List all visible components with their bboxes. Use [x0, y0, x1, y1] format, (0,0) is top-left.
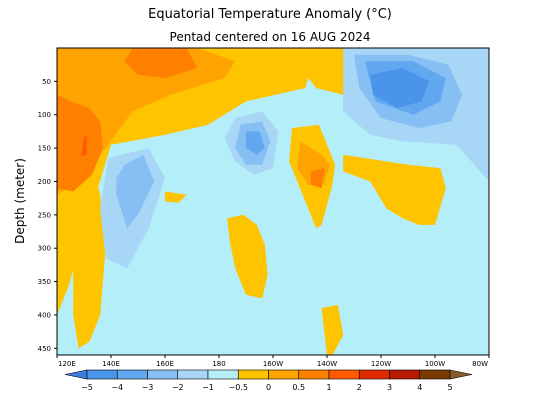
y-tick-label: 250 — [38, 211, 51, 219]
y-axis-label: Depth (meter) — [13, 158, 27, 244]
colorbar-label: −4 — [111, 383, 123, 392]
colorbar-label: 0.5 — [292, 383, 305, 392]
colorbar-segment — [419, 369, 451, 380]
y-tick-label: 350 — [38, 278, 51, 286]
y-axis: 50 100 150 200 250 300 350 400 450 — [38, 78, 57, 353]
anomaly-contours — [57, 48, 489, 355]
y-tick-label: 150 — [38, 145, 51, 153]
y-tick-label: 50 — [42, 78, 51, 86]
colorbar-label: 1 — [326, 383, 331, 392]
y-tick-label: 300 — [38, 245, 51, 253]
colorbar-segment — [64, 369, 88, 380]
anomaly-region-22 — [246, 131, 265, 155]
anomaly-region-18 — [116, 154, 155, 229]
colorbar: −5 −4 −3 −2 −1 −0.5 0 0.5 1 2 3 4 5 — [64, 369, 473, 392]
y-tick-label: 100 — [38, 111, 51, 119]
colorbar-label: 3 — [387, 383, 392, 392]
chart-title: Equatorial Temperature Anomaly (°C) — [148, 7, 392, 22]
colorbar-label: 2 — [357, 383, 362, 392]
x-axis: 120E 140E 160E 180 160W 140W 120W 100W 80W — [56, 355, 490, 368]
anomaly-region-5 — [227, 214, 268, 299]
colorbar-label: −5 — [81, 383, 93, 392]
colorbar-segment — [449, 369, 473, 380]
anomaly-region-7 — [321, 304, 344, 355]
anomaly-region-8 — [57, 48, 236, 195]
anomaly-region-14 — [81, 134, 87, 157]
colorbar-segment — [328, 369, 360, 380]
anomaly-region-11 — [57, 94, 103, 192]
x-tick-label: 100W — [425, 360, 445, 368]
y-tick-label: 400 — [38, 311, 51, 319]
colorbar-segment — [268, 369, 300, 380]
colorbar-segment — [177, 369, 209, 380]
colorbar-label: −0.5 — [229, 383, 248, 392]
colorbar-label: 4 — [417, 383, 422, 392]
colorbar-segment — [207, 369, 239, 380]
anomaly-region-12 — [310, 168, 325, 189]
colorbar-segment — [389, 369, 421, 380]
x-tick-label: 180 — [212, 360, 225, 368]
anomaly-region-23 — [370, 68, 430, 109]
chart-subtitle: Pentad centered on 16 AUG 2024 — [169, 30, 371, 44]
colorbar-segment — [116, 369, 148, 380]
colorbar-segment — [358, 369, 390, 380]
x-tick-label: 160W — [263, 360, 283, 368]
colorbar-label: 0 — [266, 383, 271, 392]
anomaly-region-4 — [73, 154, 106, 349]
anomaly-region-6 — [165, 191, 187, 203]
colorbar-segment — [147, 369, 179, 380]
x-tick-label: 160E — [156, 360, 174, 368]
y-tick-label: 200 — [38, 178, 51, 186]
colorbar-label: 5 — [447, 383, 452, 392]
x-tick-label: 140E — [102, 360, 120, 368]
colorbar-label: −3 — [142, 383, 154, 392]
y-tick-label: 450 — [38, 345, 51, 353]
x-tick-label: 80W — [472, 360, 488, 368]
colorbar-segment — [86, 369, 118, 380]
x-tick-label: 140W — [317, 360, 337, 368]
plot-area — [56, 47, 490, 356]
colorbar-label: −2 — [172, 383, 184, 392]
colorbar-segment — [237, 369, 269, 380]
x-tick-label: 120E — [58, 360, 76, 368]
colorbar-label: −1 — [202, 383, 214, 392]
x-tick-label: 120W — [371, 360, 391, 368]
anomaly-region-2 — [343, 154, 446, 225]
colorbar-segment — [298, 369, 330, 380]
anomaly-region-10 — [124, 48, 198, 78]
